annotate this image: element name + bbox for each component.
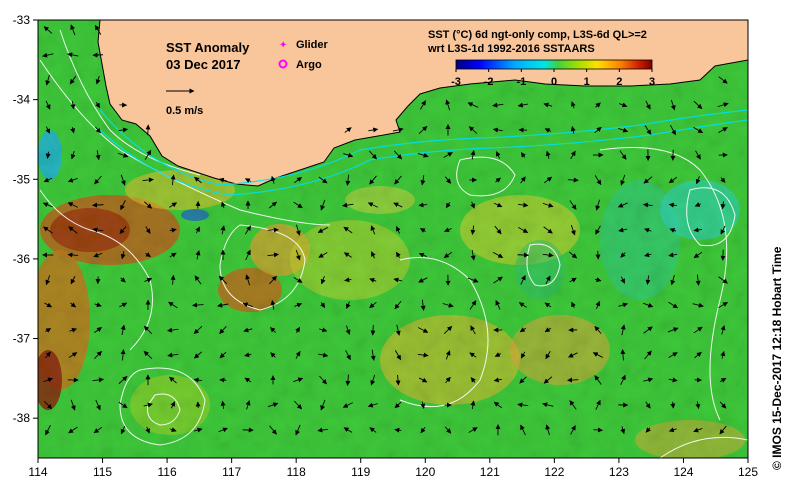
current-vector-icon [594,430,603,431]
colorbar-tick-label: -1 [516,76,526,88]
map-date: 03 Dec 2017 [166,57,240,72]
colorbar-tick-label: 3 [649,76,655,88]
x-tick-label: 116 [158,465,177,479]
y-axis: -33 -34 -35 -36 -37 -38 [13,13,38,425]
colorbar-tick-label: 1 [584,76,590,88]
x-tick-label: 122 [544,465,564,479]
current-vector-icon [568,180,578,181]
glider-label: Glider [296,39,329,51]
x-tick-label: 117 [222,465,241,479]
map-title: SST Anomaly [166,40,250,55]
product-line-2: wrt L3S-1d 1992-2016 SSTAARS [427,43,595,55]
glider-legend: ✦ Glider [279,39,329,51]
sst-field [30,20,748,460]
x-axis: 114 115 116 117 118 119 120 121 122 123 124 125 [28,458,758,479]
current-vector-icon [598,251,599,259]
x-tick-label: 118 [287,465,306,479]
x-tick-label: 115 [93,465,112,479]
x-tick-label: 121 [480,465,500,479]
colorbar-tick-label: -2 [484,76,494,88]
y-tick-label: -35 [13,172,31,186]
x-tick-label: 114 [28,465,47,479]
y-tick-label: -33 [13,13,31,27]
glider-marker-icon: ✦ [279,40,287,51]
x-tick-label: 124 [673,465,693,479]
colorbar-tick-label: 0 [551,76,557,88]
credit-text: © IMOS 15-Dec-2017 12:18 Hobart Time [770,247,784,470]
y-tick-label: -38 [13,411,31,425]
x-tick-label: 120 [415,465,435,479]
product-line-1: SST (°C) 6d ngt-only comp, L3S-6d QL>=2 [428,29,647,41]
current-vector-icon [568,380,579,381]
y-tick-label: -36 [13,252,31,266]
current-vector-icon [518,255,529,256]
y-tick-label: -34 [13,93,31,107]
scale-arrow-label: 0.5 m/s [166,105,203,117]
y-tick-label: -37 [13,332,31,346]
x-tick-label: 123 [609,465,629,479]
x-tick-label: 119 [351,465,370,479]
colorbar-tick-label: 2 [616,76,622,88]
x-tick-label: 125 [738,465,758,479]
argo-label: Argo [296,59,322,71]
colorbar-tick-label: -3 [451,76,461,88]
colorbar [456,60,652,69]
current-vector-icon [373,325,374,335]
